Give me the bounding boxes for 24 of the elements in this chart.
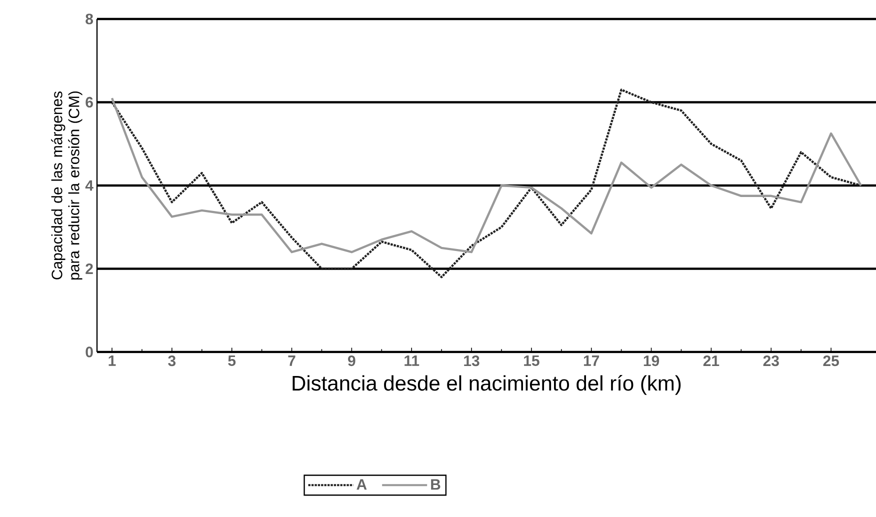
x-tick-label: 21 [703, 356, 720, 366]
y-tick-label: 4 [85, 180, 94, 191]
x-tick-label: 25 [823, 356, 839, 366]
x-tick-label: 7 [288, 356, 296, 366]
x-tick-label: 11 [404, 356, 420, 366]
x-tick-label: 9 [348, 356, 356, 366]
x-tick-label: 3 [168, 356, 176, 366]
x-tick-label: 23 [763, 356, 779, 366]
legend-label: B [431, 479, 440, 490]
y-tick-label: 6 [86, 96, 93, 108]
y-tick-label: 2 [86, 264, 93, 274]
x-tick-label: 13 [464, 356, 480, 366]
y-axis-title: Capacidad de las márgenes para reducir la erosión (CM) [51, 91, 82, 280]
x-tick-label: 19 [644, 356, 660, 366]
x-tick-label: 1 [108, 356, 116, 366]
y-tick-label: 8 [86, 14, 94, 24]
line-series [110, 88, 862, 278]
x-tick-label: 15 [524, 356, 540, 366]
legend-label: A [356, 479, 367, 490]
x-axis-title: Distancia desde el nacimiento del río (km) [292, 375, 681, 395]
line-series [110, 96, 862, 254]
x-tick-label: 5 [228, 356, 236, 366]
x-tick-label: 17 [584, 356, 600, 366]
y-tick-label: 0 [86, 346, 93, 358]
